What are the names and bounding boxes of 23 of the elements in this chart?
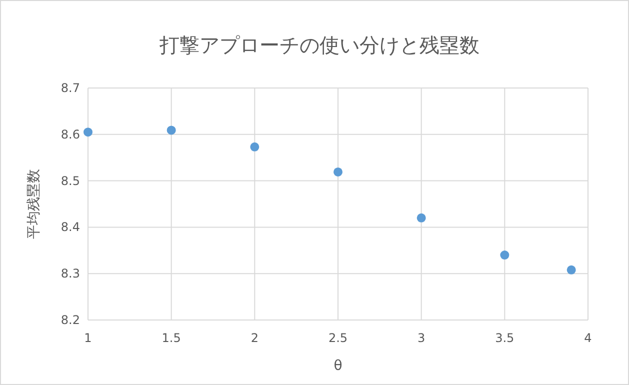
x-tick-label: 2	[250, 331, 258, 345]
y-tick-label: 8.5	[60, 174, 80, 188]
point	[166, 126, 176, 135]
y-axis-title: 平均残塁数	[26, 169, 42, 239]
point	[500, 250, 510, 260]
x-tick-label: 2.5	[328, 331, 348, 345]
x-axis-title: θ	[334, 358, 342, 374]
point	[250, 142, 260, 152]
y-tick-label: 8.2	[60, 313, 80, 327]
x-tick-label: 1	[84, 331, 92, 345]
x-tick-label: 3.5	[495, 331, 514, 345]
point	[566, 265, 576, 274]
x-tick-label: 1.5	[162, 331, 181, 345]
chart-title: 打撃アプローチの使い分けと残塁数	[158, 33, 480, 57]
point	[334, 167, 342, 176]
y-tick-label: 8.6	[60, 127, 80, 142]
x-tick-label: 4	[584, 331, 592, 345]
y-tick-label: 8.3	[60, 266, 80, 281]
point	[84, 128, 92, 137]
x-tick-label: 3	[418, 331, 426, 345]
y-tick-label: 8.4	[60, 220, 80, 234]
y-tick-label: 8.7	[60, 81, 80, 95]
point	[416, 213, 426, 222]
